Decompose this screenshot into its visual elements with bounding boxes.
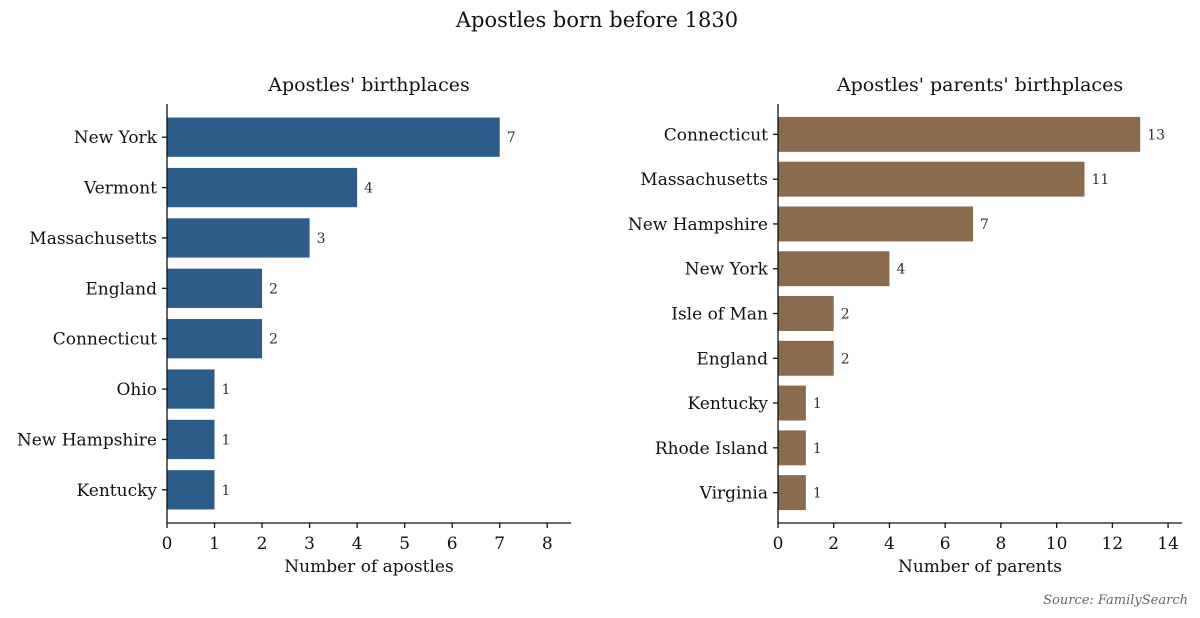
bp-xtick-label-5: 5 (399, 534, 410, 554)
bp-value-label-1: 4 (364, 181, 373, 197)
pbp-category-label-7: Rhode Island (655, 439, 768, 459)
bp-xtick-label-7: 7 (494, 534, 505, 554)
bp-category-label-2: Massachusetts (29, 229, 157, 249)
pbp-value-label-1: 11 (1091, 172, 1109, 188)
pbp-bar-8 (778, 475, 806, 511)
pbp-bar-2 (778, 206, 974, 242)
bp-xtick-label-3: 3 (304, 534, 315, 554)
bp-xtick-label-6: 6 (447, 534, 458, 554)
pbp-category-label-4: Isle of Man (671, 305, 768, 325)
source-note: Source: FamilySearch (1043, 593, 1188, 608)
pbp-category-label-3: New York (685, 260, 769, 280)
pbp-bar-5 (778, 340, 834, 376)
pbp-value-label-0: 13 (1147, 127, 1165, 143)
pbp-xtick-label-4: 8 (995, 534, 1006, 554)
bp-xtick-label-2: 2 (257, 534, 268, 554)
pbp-value-label-6: 1 (813, 396, 822, 412)
figure-title: Apostles born before 1830 (455, 8, 738, 32)
pbp-xtick-label-7: 14 (1157, 534, 1179, 554)
bp-category-label-3: England (85, 279, 157, 299)
bp-category-label-7: Kentucky (77, 481, 158, 501)
pbp-xtick-label-2: 4 (884, 534, 895, 554)
pbp-bar-3 (778, 251, 890, 287)
pbp-category-label-2: New Hampshire (628, 215, 768, 235)
bp-bar-1 (167, 167, 358, 208)
chart-birthplaces-title: Apostles' birthplaces (267, 74, 469, 96)
pbp-bar-1 (778, 161, 1085, 197)
bp-bar-7 (167, 470, 215, 510)
chart-birthplaces: Apostles' birthplaces Number of apostles… (17, 74, 571, 577)
bp-value-label-3: 2 (269, 281, 278, 297)
pbp-value-label-2: 7 (980, 217, 989, 233)
pbp-xtick-label-3: 6 (940, 534, 951, 554)
pbp-category-label-5: England (696, 349, 768, 369)
bp-value-label-7: 1 (222, 483, 231, 499)
bp-category-label-6: New Hampshire (17, 430, 157, 450)
pbp-category-label-1: Massachusetts (640, 170, 768, 190)
bp-category-label-1: Vermont (83, 179, 157, 199)
chart-parents-title: Apostles' parents' birthplaces (836, 74, 1123, 96)
pbp-xtick-label-1: 2 (828, 534, 839, 554)
bp-category-label-5: Ohio (116, 380, 157, 400)
bp-bar-5 (167, 369, 215, 409)
chart-parents-xlabel: Number of parents (898, 557, 1062, 577)
bp-value-label-6: 1 (222, 432, 231, 448)
bp-bar-4 (167, 319, 263, 359)
bp-bar-2 (167, 218, 310, 258)
pbp-category-label-6: Kentucky (688, 394, 769, 414)
bp-value-label-0: 7 (507, 130, 516, 146)
chart-parents-birthplaces: Apostles' parents' birthplaces Number of… (628, 74, 1182, 577)
bp-value-label-4: 2 (269, 332, 278, 348)
chart-birthplaces-xlabel: Number of apostles (284, 557, 453, 577)
bp-xtick-label-1: 1 (209, 534, 220, 554)
bp-xtick-label-8: 8 (542, 534, 553, 554)
pbp-bar-0 (778, 116, 1141, 152)
pbp-value-label-8: 1 (813, 486, 822, 502)
bp-category-label-0: New York (74, 128, 158, 148)
bp-bar-0 (167, 117, 500, 157)
pbp-value-label-4: 2 (841, 307, 850, 323)
pbp-value-label-7: 1 (813, 441, 822, 457)
pbp-category-label-0: Connecticut (664, 125, 768, 145)
pbp-bar-7 (778, 430, 806, 466)
pbp-value-label-3: 4 (896, 262, 905, 278)
bp-value-label-5: 1 (222, 382, 231, 398)
bp-xtick-label-0: 0 (162, 534, 173, 554)
pbp-xtick-label-0: 0 (773, 534, 784, 554)
pbp-xtick-label-6: 12 (1102, 534, 1124, 554)
bp-value-label-2: 3 (317, 231, 326, 247)
bp-bar-6 (167, 419, 215, 460)
pbp-value-label-5: 2 (841, 351, 850, 367)
bp-xtick-label-4: 4 (352, 534, 363, 554)
pbp-category-label-8: Virginia (699, 484, 768, 504)
bp-bar-3 (167, 268, 263, 308)
pbp-bar-6 (778, 385, 806, 421)
pbp-xtick-label-5: 10 (1046, 534, 1068, 554)
bp-category-label-4: Connecticut (53, 330, 157, 350)
pbp-bar-4 (778, 296, 834, 331)
